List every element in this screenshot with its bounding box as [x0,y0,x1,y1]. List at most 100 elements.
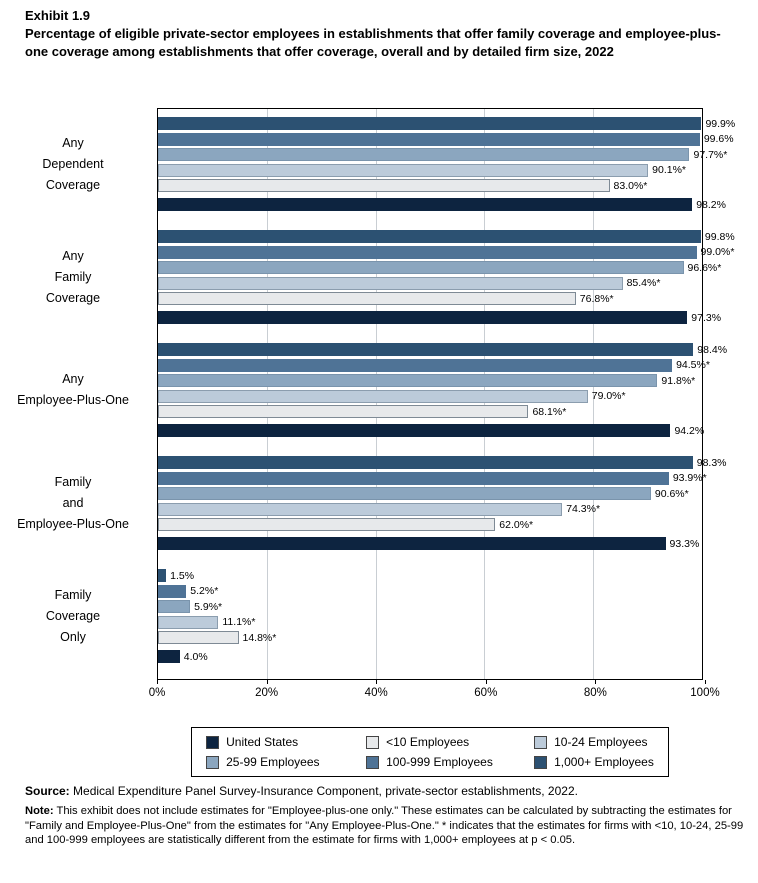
bar-value-label: 98.2% [696,198,726,211]
bar [158,276,623,290]
bar [158,424,671,437]
y-axis-label: Any Employee-Plus-One [0,343,148,437]
bar [158,117,702,130]
bar-value-label: 85.4%* [626,277,661,289]
y-axis-label-line: Employee-Plus-One [17,393,129,407]
x-tick-label: 100% [690,687,720,699]
y-axis-label: Family Coverage Only [0,569,148,663]
bar-value-label: 99.6% [703,133,734,145]
y-axis-label-line: Coverage [45,290,101,305]
x-tick-label: 0% [148,687,166,699]
y-axis-label-line: Any [62,248,84,263]
bar [158,245,697,259]
bar-value-label: 98.3% [696,456,727,469]
bar-row: 5.9%* [158,600,702,613]
bar [158,311,688,324]
bar-value-label: 5.2%* [190,585,219,597]
y-axis-label: Family and Employee-Plus-One [0,456,148,550]
bar-value-label: 74.3%* [566,503,601,515]
y-axis-label-line: Family [54,587,92,602]
x-tick-label: 40% [364,687,388,699]
bar [158,292,576,305]
bar-row: 62.0%* [158,518,702,531]
y-axis-label-line: Dependent [42,156,104,171]
bar [158,179,610,192]
bar [158,132,700,146]
bar-row: 97.7%* [158,148,727,161]
y-axis-label-line: Any [62,135,84,150]
bar [158,487,651,500]
legend-label: 1,000+ Employees [554,755,654,769]
legend-item: 10-24 Employees [534,735,654,749]
source-text: Medical Expenditure Panel Survey-Insuran… [69,784,578,798]
bar [158,502,563,516]
bar [158,584,187,598]
bar-row: 74.3%* [158,502,702,516]
legend-swatch [534,755,548,769]
y-axis-label-line: Employee-Plus-One [17,516,129,531]
y-axis-label-line: Any [62,372,84,386]
bar-value-label: 91.8%* [661,374,696,387]
bar [158,615,219,629]
bar-row: 93.9%* [158,471,707,485]
plot-area: Any Dependent Coverage 99.9% 99.6% 97.7%* 90.1… [17,108,735,680]
bar [158,537,666,550]
y-axis-label: Any Dependent Coverage [0,117,148,211]
legend-wrap: United States <10 Employees 10-24 Employee… [157,727,703,777]
bar-value-label: 96.6%* [687,261,722,274]
bar-row: 1.5% [158,569,702,582]
bar [158,374,658,387]
x-axis: 0% 20% 40% 60% 80% 100% [149,680,720,706]
bar-row: 96.6%* [158,261,721,274]
bar-value-label: 93.9%* [672,472,707,484]
bar-row: 5.2%* [158,584,702,598]
x-tick [705,680,706,684]
bar-row: 4.0% [158,650,702,663]
legend-label: 25-99 Employees [226,755,320,769]
bar-row: 93.3% [158,537,702,550]
note-label: Note: [25,805,54,817]
x-tick [485,680,487,684]
bar [158,600,191,613]
bar-row: 79.0%* [158,389,702,403]
source-note: Source: Medical Expenditure Panel Survey… [25,784,747,799]
bar [158,518,496,531]
exhibit-number: Exhibit 1.9 [25,8,91,23]
bar-value-label: 1.5% [170,569,195,582]
bar [158,389,588,403]
bar [158,631,239,644]
bar [158,230,701,243]
bar-row: 98.2% [158,198,726,211]
x-tick-label: 80% [583,687,607,699]
y-axis-label: Any Family Coverage [0,230,148,324]
bar-value-label: 4.0% [183,650,208,663]
y-axis-label-line: Only [60,629,86,644]
legend-swatch [206,755,220,769]
y-axis-label-line: Coverage [45,608,101,623]
bar [158,358,673,372]
bar [158,148,690,161]
legend-label: <10 Employees [386,735,470,749]
x-tick-label: 20% [255,687,279,699]
chart-title: Percentage of eligible private-sector em… [25,26,721,59]
bar [158,456,693,469]
bar-row: 94.5%* [158,358,710,372]
bar [158,569,167,582]
bar-value-label: 90.6%* [654,487,689,500]
bar [158,405,529,418]
note-text: This exhibit does not include estimates … [25,805,744,846]
bar-value-label: 62.0%* [499,518,534,531]
bar-value-label: 76.8%* [579,292,614,305]
bar-value-label: 99.9% [705,117,736,130]
footnote: Note: This exhibit does not include esti… [25,804,745,848]
legend-label: 100-999 Employees [386,755,493,769]
bar-value-label: 83.0%* [613,179,648,192]
bar-row: 85.4%* [158,276,702,290]
bar-value-label: 5.9%* [194,600,223,613]
bar-value-label: 99.8% [704,230,735,243]
y-axis-label-line: Family [54,269,92,284]
x-tick-label: 60% [474,687,498,699]
bar-row: 91.8%* [158,374,702,387]
bar-chart: Any Dependent Coverage 99.9% 99.6% 97.7%* 90.1… [17,108,735,706]
bar-value-label: 11.1%* [222,616,256,628]
